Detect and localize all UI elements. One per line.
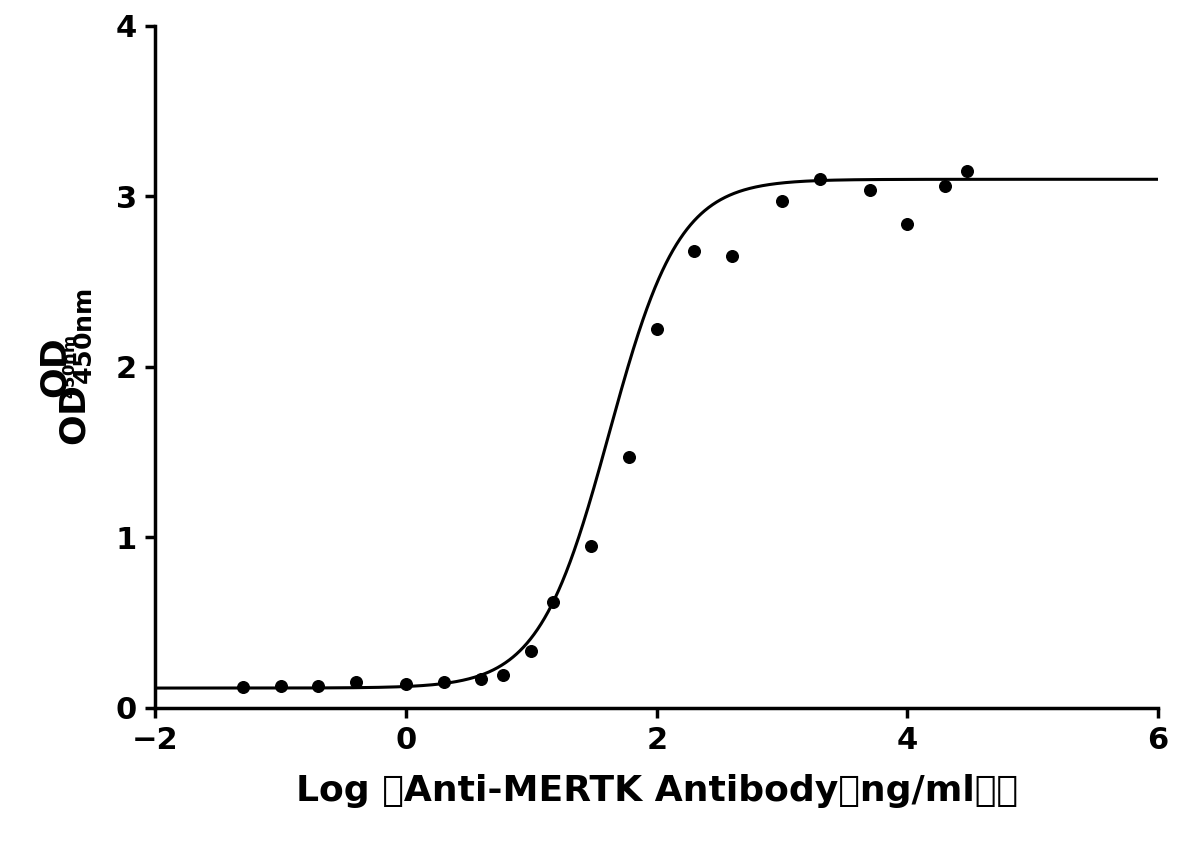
Point [472,671,491,685]
Point [435,675,454,689]
Point [271,678,290,692]
Point [936,180,955,193]
Point [647,323,666,337]
Text: OD: OD [38,337,72,397]
Point [811,173,830,186]
Point [581,539,601,552]
Point [346,675,365,689]
X-axis label: Log （Anti-MERTK Antibody（ng/ml））: Log （Anti-MERTK Antibody（ng/ml）） [296,774,1017,808]
Y-axis label: $\mathbf{OD_{450nm}}$: $\mathbf{OD_{450nm}}$ [59,287,93,446]
Point [522,645,541,658]
Point [620,450,639,464]
Point [860,183,879,197]
Point [233,680,252,694]
Point [773,194,792,208]
Text: $_{\mathbf{450nm}}$: $_{\mathbf{450nm}}$ [55,335,78,399]
Point [396,677,416,690]
Point [309,678,328,692]
Point [722,249,741,263]
Point [898,217,917,230]
Point [543,595,562,609]
Point [494,668,513,682]
Point [958,164,977,178]
Point [685,244,704,258]
